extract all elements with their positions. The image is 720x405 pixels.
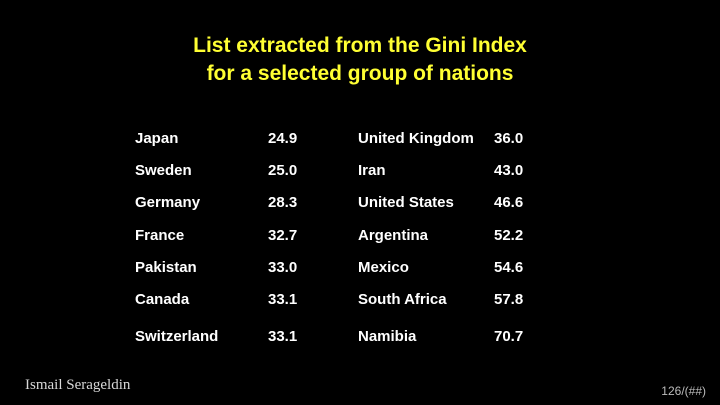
gini-value: 43.0 xyxy=(494,162,524,179)
country: Argentina xyxy=(358,227,429,244)
gini-value: 52.2 xyxy=(494,227,524,244)
country: United Kingdom xyxy=(358,130,474,147)
title-line: List extracted from the Gini Index xyxy=(193,34,527,57)
country: Namibia xyxy=(358,328,417,345)
country: Canada xyxy=(135,291,190,308)
gini-value: 46.6 xyxy=(494,194,524,211)
country: Iran xyxy=(358,162,386,179)
country: South Africa xyxy=(358,291,447,308)
country: Pakistan xyxy=(135,259,197,276)
page-number: 126/(##) xyxy=(661,384,706,398)
gini-value: 57.8 xyxy=(494,291,524,308)
country: France xyxy=(135,227,185,244)
author: Ismail Serageldin xyxy=(25,377,131,393)
title-line: for a selected group of nations xyxy=(206,62,514,85)
country: United States xyxy=(358,194,454,211)
gini-value: 70.7 xyxy=(494,328,524,345)
gini-value: 32.7 xyxy=(268,227,298,244)
country: Switzerland xyxy=(135,328,219,345)
gini-value: 24.9 xyxy=(268,130,298,147)
country: Mexico xyxy=(358,259,409,276)
gini-value: 36.0 xyxy=(494,130,524,147)
country: Sweden xyxy=(135,162,192,179)
gini-value: 25.0 xyxy=(268,162,298,179)
country: Japan xyxy=(135,130,179,147)
country: Germany xyxy=(135,194,201,211)
gini-value: 33.1 xyxy=(268,291,298,308)
gini-value: 54.6 xyxy=(494,259,524,276)
gini-value: 33.0 xyxy=(268,259,298,276)
gini-value: 28.3 xyxy=(268,194,298,211)
gini-value: 33.1 xyxy=(268,328,298,345)
